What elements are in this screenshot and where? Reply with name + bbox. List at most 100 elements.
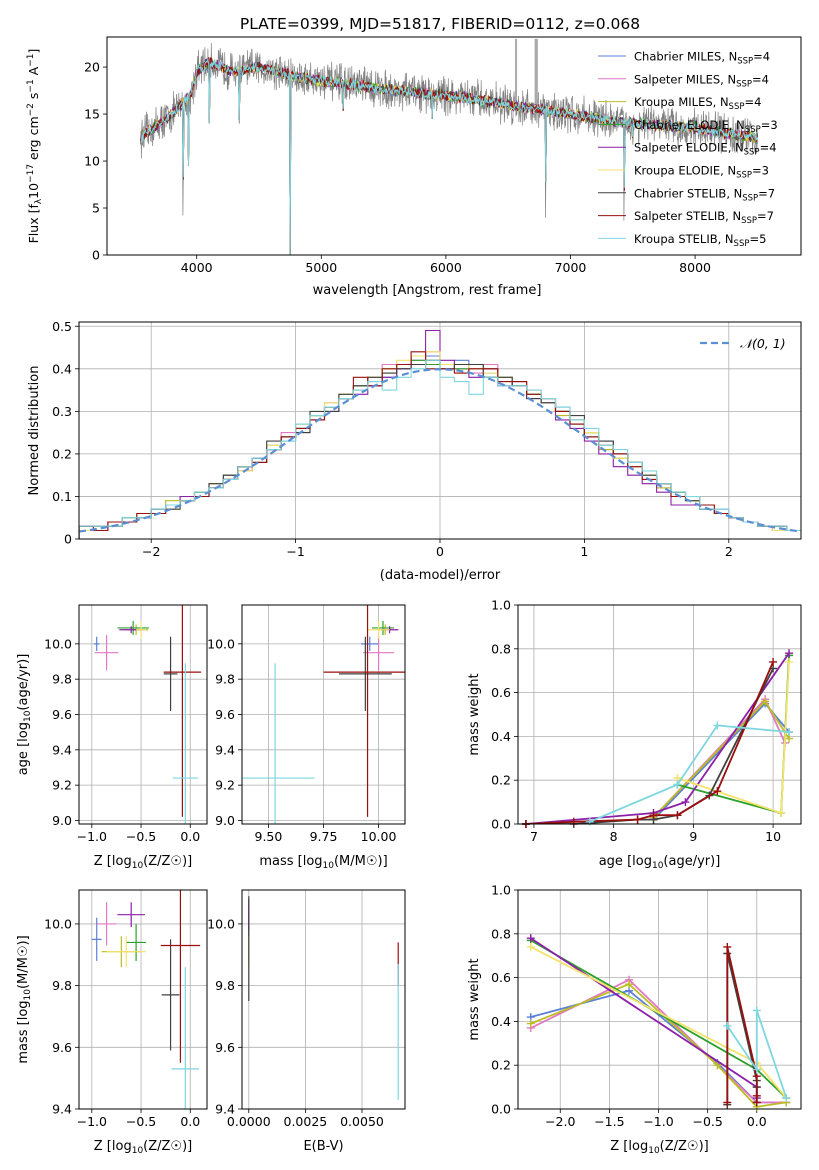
y-tick-label: 0.8 [491, 641, 511, 656]
x-tick-label: 7000 [555, 260, 587, 275]
x-tick-label: 4000 [181, 260, 213, 275]
y-tick-label: 9.4 [52, 1102, 72, 1117]
y-axis-label: Normed distribution [27, 366, 42, 496]
y-tick-label: 9.8 [52, 978, 72, 993]
data-point [752, 1098, 761, 1107]
y-tick-label: 0 [64, 532, 72, 547]
x-axis-label: mass [log10(M/M☉)] [259, 854, 387, 871]
y-axis-label-part: −1 [26, 79, 36, 92]
y-tick-label: 0.2 [491, 773, 511, 788]
y-axis-label: age [log10(age/yr)] [16, 654, 33, 776]
model-fit-line [140, 58, 758, 255]
model-fit-line [140, 58, 758, 255]
data-point [752, 1006, 761, 1015]
data-point [777, 809, 786, 818]
x-tick-label: 2 [725, 544, 733, 559]
series-line [726, 953, 758, 1105]
data-point [625, 980, 634, 989]
legend-entry: Salpeter STELIB, NSSP=7 [634, 209, 774, 226]
y-axis-label-part: Flux [f [26, 204, 41, 244]
label-subscript: 10 [132, 861, 144, 871]
y-tick-label: 9.2 [52, 778, 72, 793]
label-part: log [112, 1139, 132, 1154]
axes-frame [106, 36, 802, 256]
legend-entry: Chabrier STELIB, NSSP=7 [634, 186, 775, 203]
x-axis-label: (data-model)/error [380, 568, 501, 583]
y-axis-label-part: s [26, 93, 41, 104]
y-tick-label: 9.6 [215, 707, 235, 722]
data-point [782, 1094, 791, 1103]
y-tick-label: 15 [84, 107, 100, 122]
y-axis-label-part: −17 [26, 164, 36, 183]
x-tick-label: 0 [436, 544, 444, 559]
data-point [761, 697, 770, 706]
axes-frame [78, 889, 208, 1110]
legend-text: =4 [752, 72, 769, 86]
legend-text: =3 [761, 118, 778, 132]
legend-text: =7 [757, 209, 774, 223]
x-tick-label: 1 [580, 544, 588, 559]
label-part: (Z/Z☉)] [143, 854, 192, 869]
legend-subscript: SSP [741, 216, 757, 226]
legend-text: =4 [760, 141, 777, 155]
x-tick-label: 0.0 [180, 829, 200, 844]
label-part: (Z/Z☉)] [143, 1139, 192, 1154]
gaussian-curve [78, 368, 802, 533]
axes-frame [241, 604, 406, 825]
x-axis-label: Z [log10(Z/Z☉)] [94, 854, 192, 871]
histogram-series [79, 359, 801, 539]
label-part: log [16, 722, 31, 742]
label-part: mass [ [259, 854, 302, 869]
mass-vs-Z-panel: −1.0 −0.5 0.09.49.69.810.0Z [log10(Z/Z☉)]m… [16, 889, 208, 1156]
legend-entry: Chabrier ELODIE, NSSP=3 [634, 118, 778, 135]
data-point [752, 1065, 761, 1074]
legend-text: =5 [749, 232, 766, 246]
series-line [589, 724, 790, 823]
legend-entry: Chabrier MILES, NSSP=4 [634, 50, 770, 67]
axes-frame [241, 889, 406, 1110]
y-tick-label: 10.0 [207, 636, 235, 651]
x-tick-label: 0.0050 [340, 1114, 384, 1129]
data-point [785, 728, 794, 737]
data-point [723, 942, 732, 951]
data-point [673, 811, 682, 820]
y-tick-label: 10.0 [44, 916, 72, 931]
y-tick-label: 9.6 [52, 1040, 72, 1055]
x-tick-label: 7 [530, 829, 538, 844]
label-subscript: 10 [23, 989, 33, 1001]
x-tick-label: 0.0000 [227, 1114, 271, 1129]
y-axis-label-part: ] [26, 49, 41, 54]
series-line [525, 652, 790, 824]
legend-subscript: SSP [736, 171, 752, 181]
y-tick-label: 9.8 [52, 672, 72, 687]
y-tick-label: 0.3 [52, 404, 72, 419]
y-tick-label: 20 [84, 60, 100, 75]
y-tick-label: 0.6 [491, 970, 511, 985]
model-fit-line [140, 57, 758, 255]
x-tick-label: −1.5 [594, 1114, 624, 1129]
legend-text: =4 [744, 95, 761, 109]
data-point [673, 780, 682, 789]
legend-entry: Kroupa MILES, NSSP=4 [634, 95, 761, 112]
x-axis-label: Z [log10(Z/Z☉)] [610, 1139, 708, 1156]
data-point [713, 721, 722, 730]
legend-entry: Salpeter ELODIE, NSSP=4 [634, 141, 777, 158]
x-axis-label: E(B-V) [303, 1139, 343, 1154]
x-tick-label: −2 [142, 544, 160, 559]
y-axis-label-part: erg cm [26, 116, 41, 164]
axes-frame [517, 889, 802, 1110]
legend-subscript: SSP [737, 57, 753, 67]
y-tick-label: 0.5 [52, 319, 72, 334]
y-tick-label: 9.8 [215, 672, 235, 687]
label-part: age [ [16, 742, 31, 775]
label-part: Z [ [94, 1139, 112, 1154]
x-axis-label: Z [log10(Z/Z☉)] [94, 1139, 192, 1156]
axes-frame [517, 604, 802, 825]
y-axis-label-part: 10 [26, 183, 41, 199]
y-tick-label: 9.2 [215, 778, 235, 793]
data-point [785, 649, 794, 658]
x-tick-label: −0.5 [692, 1114, 722, 1129]
